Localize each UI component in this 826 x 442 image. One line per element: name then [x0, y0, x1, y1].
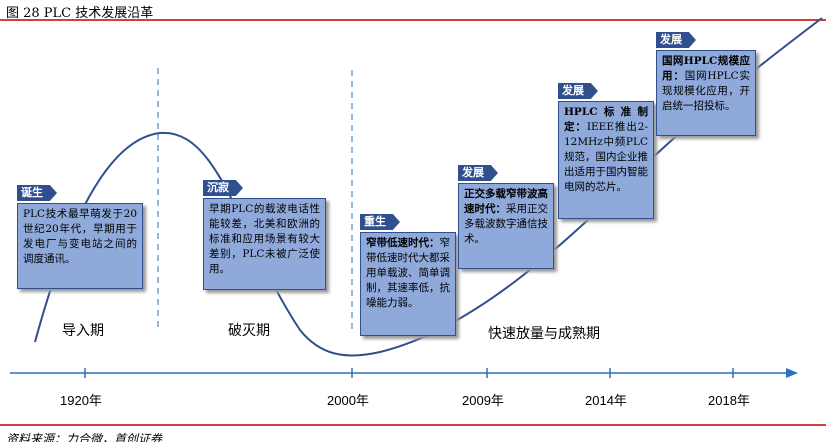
ticks — [84, 368, 734, 378]
year-label: 2009年 — [462, 393, 504, 408]
stage-text: 早期PLC的载波电话性能较差，北美和欧洲的标准和应用场景有较大差别，PLC未被广… — [209, 203, 320, 275]
stage-box: 正交多载窄带波高速时代：采用正交多载波数字通信技术。 — [458, 183, 554, 269]
stage-tag: 诞生 — [17, 185, 57, 201]
year-label: 2000年 — [327, 393, 369, 408]
stage-heading: 正交多载窄带波高速时代： — [464, 188, 548, 215]
hype-curve — [34, 17, 823, 357]
stage-heading: 国网HPLC规模应用： — [662, 55, 750, 82]
stage-box: PLC技术最早萌发于20世纪20年代，早期用于发电厂与变电站之间的调度通讯。 — [17, 203, 143, 289]
year-label: 1920年 — [60, 393, 102, 408]
stage-tag: 发展 — [458, 165, 498, 181]
stage-text: 国网HPLC实现规模化应用，开启统一招投标。 — [662, 70, 751, 112]
year-label: 2014年 — [585, 393, 627, 408]
phase-label: 快速放量与成熟期 — [488, 326, 600, 342]
phase-label: 导入期 — [62, 323, 104, 339]
stage-text: 采用正交多载波数字通信技术。 — [464, 203, 548, 245]
stage-box: 早期PLC的载波电话性能较差，北美和欧洲的标准和应用场景有较大差别，PLC未被广… — [203, 198, 326, 290]
phase-label: 破灭期 — [228, 323, 270, 339]
stage-tag: 重生 — [360, 214, 400, 230]
stage-text: IEEE推出2-12MHz中频PLC规范，国内企业推出适用于国内智能电网的芯片。 — [564, 121, 649, 193]
stage-text: 窄带低速时代大都采用单载波、简单调制，其速率低，抗噪能力弱。 — [366, 237, 450, 309]
title: 图 28 PLC 技术发展沿革 — [6, 6, 154, 21]
stage-heading: HPLC标准制定： — [564, 106, 648, 133]
stage-box: HPLC标准制定：IEEE推出2-12MHz中频PLC规范，国内企业推出适用于国… — [558, 101, 654, 219]
year-label: 2018年 — [708, 393, 750, 408]
stage-box: 国网HPLC规模应用：国网HPLC实现规模化应用，开启统一招投标。 — [656, 50, 756, 136]
stage-tag: 发展 — [558, 83, 598, 99]
stage-text: PLC技术最早萌发于20世纪20年代，早期用于发电厂与变电站之间的调度通讯。 — [23, 208, 137, 265]
timeline-arrow — [786, 368, 798, 378]
source: 资料来源：力合微，首创证券 — [6, 432, 163, 442]
stage-box: 窄带低速时代：窄带低速时代大都采用单载波、简单调制，其速率低，抗噪能力弱。 — [360, 232, 456, 336]
stage-tag: 沉寂 — [203, 180, 243, 196]
stage-tag: 发展 — [656, 32, 696, 48]
stage-heading: 窄带低速时代： — [366, 237, 440, 249]
